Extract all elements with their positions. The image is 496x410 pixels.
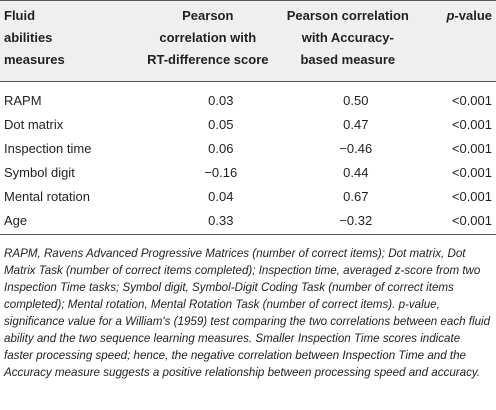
table-row: Inspection time 0.06 −0.46 <0.001 <box>0 136 496 160</box>
table-row: Age 0.33 −0.32 <0.001 <box>0 208 496 235</box>
header-cell: Pearson correlation with Accuracy-based m… <box>277 0 418 82</box>
table-cell: 0.47 <box>343 116 369 132</box>
table-cell: 0.06 <box>208 140 234 156</box>
table-cell: −0.16 <box>204 164 238 180</box>
header-cell: p-value <box>418 0 496 82</box>
table-cell: 0.33 <box>138 208 278 235</box>
table-cell: −0.32 <box>277 208 418 235</box>
header-cell: Fluid abilities measures <box>0 0 138 82</box>
table-cell: 0.67 <box>343 188 369 204</box>
header-line: measures <box>4 52 65 67</box>
table-row: Mental rotation 0.04 0.67 <0.001 <box>0 184 496 208</box>
header-line: with Accuracy- <box>301 30 394 45</box>
table-cell: <0.001 <box>451 140 492 156</box>
table-cell: 0.03 <box>208 92 234 108</box>
table-cell: <0.001 <box>418 208 496 235</box>
table-cell: <0.001 <box>451 188 492 204</box>
table-cell: 0.50 <box>343 92 369 108</box>
table-cell: Mental rotation <box>4 188 90 204</box>
header-line: RT-difference score <box>147 52 269 67</box>
table-row: RAPM 0.03 0.50 <0.001 <box>0 82 496 113</box>
table-cell: Dot matrix <box>4 116 64 132</box>
header-line: based measure <box>300 52 396 67</box>
table-cell: RAPM <box>4 92 42 108</box>
table-cell: 0.44 <box>343 164 369 180</box>
header-cell: Pearson correlation with RT-difference sco… <box>138 0 278 82</box>
data-table: Fluid abilities measures Pearson correlation… <box>0 0 496 235</box>
table-cell: −0.46 <box>339 140 373 156</box>
table-cell: 0.04 <box>208 188 234 204</box>
table-cell: Age <box>0 208 138 235</box>
header-line: abilities <box>4 30 53 45</box>
table-row: Dot matrix 0.05 0.47 <0.001 <box>0 112 496 136</box>
header-line: correlation with <box>159 30 257 45</box>
table-cell: <0.001 <box>451 92 492 108</box>
table-cell: 0.05 <box>208 116 234 132</box>
table-cell: Symbol digit <box>4 164 75 180</box>
header-line: p-value <box>446 8 492 23</box>
header-line: Pearson correlation <box>286 8 409 23</box>
table-note: RAPM, Ravens Advanced Progressive Matric… <box>4 247 491 379</box>
header-line: Pearson <box>182 8 234 23</box>
table-cell: Inspection time <box>4 140 92 156</box>
header-line: Fluid <box>4 8 36 23</box>
header-row: Fluid abilities measures Pearson correlation… <box>0 0 496 82</box>
table-cell: <0.001 <box>451 164 492 180</box>
table-cell: <0.001 <box>451 116 492 132</box>
table-row: Symbol digit −0.16 0.44 <0.001 <box>0 160 496 184</box>
table-body: RAPM 0.03 0.50 <0.001 Dot matrix 0.05 0.47 <0.0… <box>0 82 496 235</box>
